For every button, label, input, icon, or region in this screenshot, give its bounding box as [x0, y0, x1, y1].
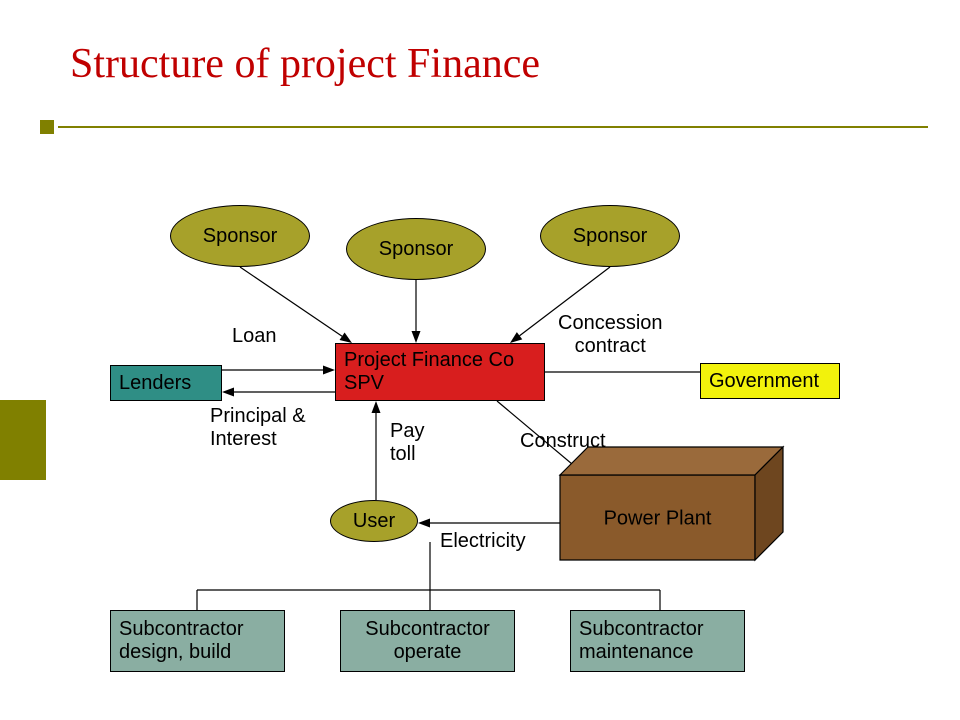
label-loan: Loan [232, 325, 277, 348]
node-label: Sponsor [203, 225, 278, 248]
svg-text:Power Plant: Power Plant [604, 508, 712, 530]
node-user: User [330, 500, 418, 542]
node-sponsor-2: Sponsor [346, 218, 486, 280]
diagram-stage: Structure of project Finance Sponsor Spo… [0, 0, 960, 720]
node-label: User [353, 510, 395, 533]
node-power-plant: Power Plant [560, 447, 783, 560]
node-label: Sponsor [379, 238, 454, 261]
label-principal-interest: Principal & Interest [210, 405, 306, 451]
node-sub-maintenance: Subcontractor maintenance [570, 610, 745, 672]
node-label: Sponsor [573, 225, 648, 248]
node-label: Subcontractor design, build [119, 618, 244, 664]
node-label: Lenders [119, 372, 191, 395]
node-sponsor-1: Sponsor [170, 205, 310, 267]
node-sub-design: Subcontractor design, build [110, 610, 285, 672]
node-label: Subcontractor operate [365, 618, 490, 664]
label-pay-toll: Pay toll [390, 420, 424, 466]
label-concession-contract: Concession contract [558, 312, 663, 358]
node-sub-operate: Subcontractor operate [340, 610, 515, 672]
node-government: Government [700, 363, 840, 399]
node-label: Project Finance Co SPV [344, 349, 514, 395]
label-electricity: Electricity [440, 530, 526, 553]
label-construct: Construct [520, 430, 606, 453]
node-label: Government [709, 370, 819, 393]
node-label: Subcontractor maintenance [579, 618, 704, 664]
node-lenders: Lenders [110, 365, 222, 401]
node-sponsor-3: Sponsor [540, 205, 680, 267]
node-spv: Project Finance Co SPV [335, 343, 545, 401]
